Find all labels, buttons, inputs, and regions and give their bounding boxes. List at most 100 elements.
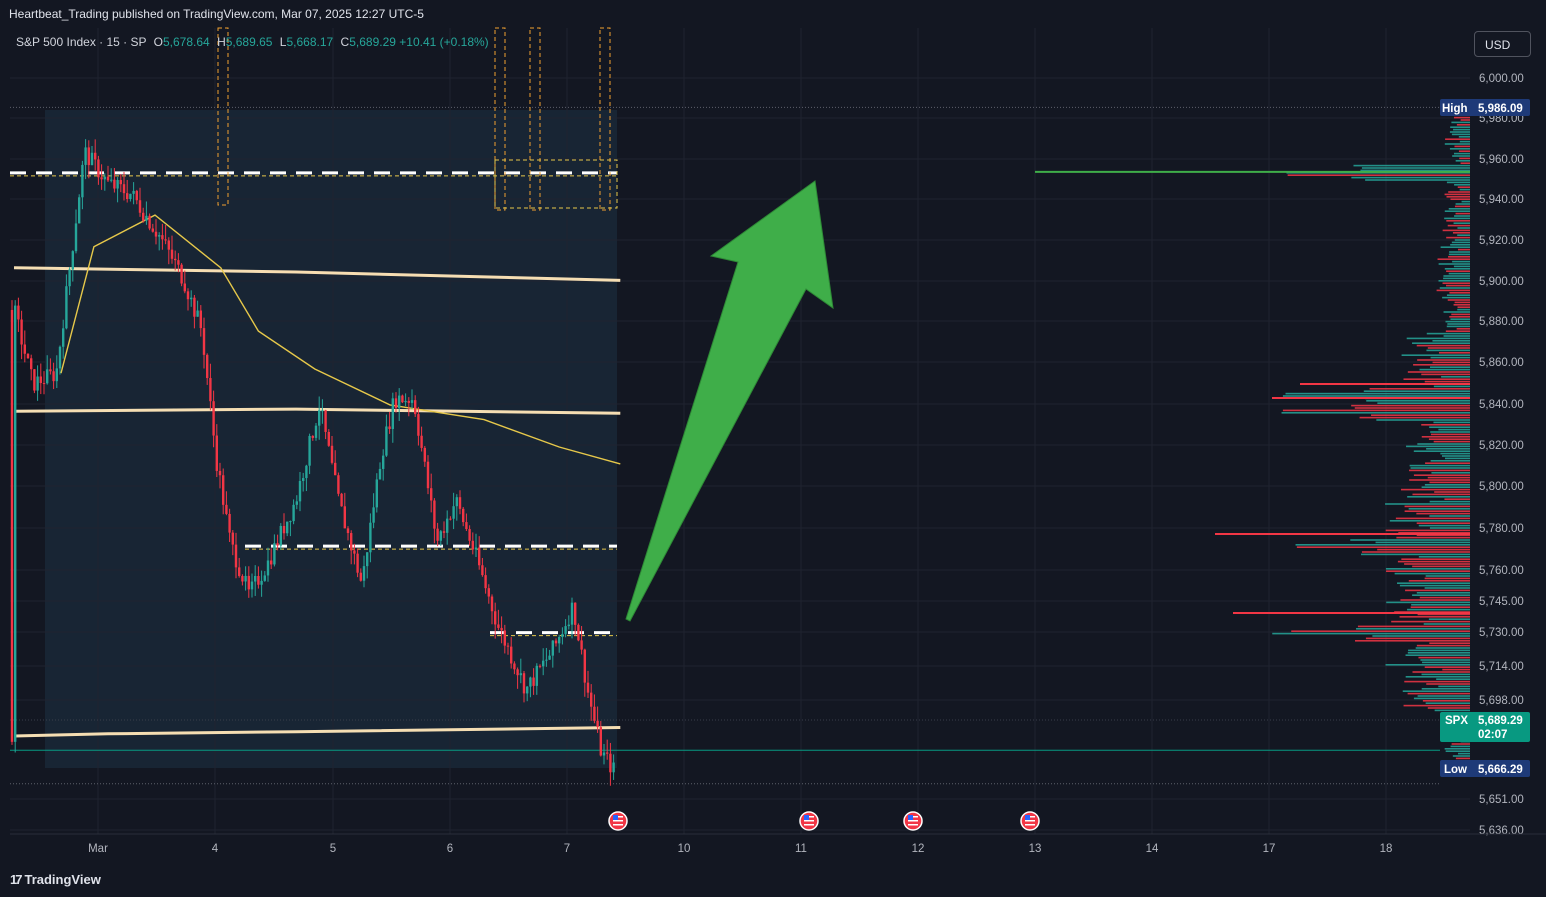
profile-bar — [1428, 618, 1470, 620]
profile-bar — [1433, 385, 1470, 388]
profile-bar — [1417, 359, 1470, 361]
candle-body — [612, 762, 615, 773]
profile-bar — [1429, 500, 1470, 503]
price-axis[interactable] — [1470, 28, 1546, 836]
candle-body — [433, 500, 436, 529]
candle-body — [289, 521, 292, 523]
profile-bar — [1361, 167, 1470, 169]
candle-body — [113, 179, 116, 189]
profile-bar — [1442, 282, 1470, 284]
profile-bar — [1422, 700, 1470, 702]
candle-body — [308, 435, 311, 466]
profile-bar — [1446, 181, 1470, 184]
candle-body — [385, 426, 388, 456]
profile-bar — [1406, 445, 1470, 448]
candle-body — [442, 531, 446, 533]
candle-body — [94, 152, 97, 160]
y-tick-label: 5,651.00 — [1479, 794, 1524, 806]
candles — [10, 139, 615, 786]
candle-body — [126, 193, 129, 200]
x-axis-ticks[interactable]: Mar 4 5 6 7 10 11 12 13 14 17 18 — [88, 843, 1392, 855]
candle-body — [353, 550, 356, 554]
moving-average-line — [13, 726, 621, 738]
profile-bar — [1421, 424, 1470, 426]
profile-bar — [1372, 635, 1470, 637]
profile-bar — [1444, 748, 1470, 750]
profile-bar — [1417, 443, 1470, 445]
profile-bar — [1360, 169, 1470, 172]
profile-bar — [1455, 203, 1470, 205]
profile-bar — [1444, 457, 1470, 460]
us-flag-icon[interactable] — [799, 811, 819, 831]
candle-body — [564, 626, 567, 634]
candle-body — [23, 344, 26, 354]
profile-bar — [1385, 664, 1470, 666]
candle-body — [52, 371, 55, 382]
us-flag-icon[interactable] — [903, 811, 923, 831]
candle-body — [350, 533, 353, 551]
candle-body — [545, 659, 548, 661]
candle-body — [330, 445, 334, 463]
key-levels — [10, 27, 618, 637]
profile-bar — [1453, 304, 1470, 306]
candle-body — [542, 660, 545, 667]
candle-body — [362, 566, 366, 581]
order-zone — [494, 27, 506, 211]
candle-body — [148, 215, 151, 229]
candle-body — [250, 581, 254, 590]
profile-bar — [1401, 354, 1470, 356]
us-flag-icon[interactable] — [608, 811, 628, 831]
candle-body — [478, 547, 481, 566]
candle-body — [423, 447, 426, 462]
candle-body — [378, 468, 382, 480]
profile-bar — [1448, 272, 1470, 275]
profile-bar — [1459, 188, 1470, 191]
candle-body — [298, 480, 302, 502]
profile-bar — [1371, 414, 1470, 416]
profile-bar — [1359, 416, 1470, 419]
profile-bar — [1449, 292, 1470, 294]
us-flag-icon[interactable] — [1020, 811, 1040, 831]
candle-body — [580, 640, 583, 650]
profile-bar — [1365, 637, 1470, 640]
candle-body — [510, 646, 513, 664]
profile-bar — [1407, 496, 1470, 498]
candle-body — [266, 560, 270, 576]
symbol-name[interactable]: S&P 500 Index · 15 · SP — [16, 35, 147, 49]
candle-body — [372, 507, 375, 523]
x-tick-label: 18 — [1380, 843, 1393, 855]
candle-body — [228, 513, 231, 533]
profile-bar — [1444, 193, 1470, 196]
candle-body — [391, 398, 394, 429]
profile-bar — [1440, 452, 1470, 455]
tradingview-mark-icon: 17 — [10, 872, 23, 887]
profile-bar — [1450, 745, 1470, 748]
profile-bar — [1410, 606, 1470, 608]
candle-body — [574, 602, 577, 625]
candle-body — [340, 493, 343, 507]
candle-body — [535, 665, 538, 686]
currency-button[interactable]: USD — [1474, 31, 1531, 57]
profile-bar — [1281, 412, 1470, 414]
candle-body — [142, 212, 145, 221]
candle-body — [596, 720, 599, 728]
candle-body — [103, 176, 106, 180]
y-tick-label: 5,800.00 — [1479, 481, 1524, 493]
candle-body — [174, 258, 177, 261]
candle-body — [561, 633, 564, 638]
tradingview-logo[interactable]: 17 TradingView — [10, 872, 101, 887]
candle-body — [286, 521, 289, 534]
profile-bar — [1429, 515, 1470, 517]
profile-bar — [1413, 364, 1470, 366]
profile-bar — [1446, 284, 1470, 287]
profile-bar — [1450, 244, 1470, 246]
event-markers[interactable] — [608, 811, 1040, 831]
candle-body — [394, 398, 398, 408]
candle-body — [206, 354, 209, 379]
candle-body — [366, 552, 369, 567]
change-value: +10.41 (+0.18%) — [399, 35, 489, 49]
ohlc-legend: S&P 500 Index · 15 · SP O5,678.64 H5,689… — [16, 35, 489, 49]
candle-body — [14, 305, 17, 742]
last-tag-symbol: SPX — [1445, 715, 1468, 727]
